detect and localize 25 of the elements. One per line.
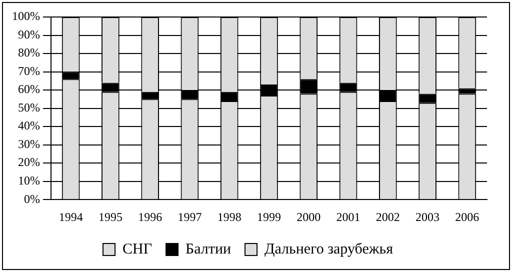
y-tick-label: 0% bbox=[24, 192, 40, 206]
x-tick-label: 1995 bbox=[98, 210, 122, 224]
legend-label: СНГ bbox=[122, 241, 152, 258]
y-tick-label: 100% bbox=[12, 9, 40, 24]
x-tick-label: 2000 bbox=[296, 210, 321, 224]
legend-label: Дальнего зарубежья bbox=[264, 241, 394, 258]
x-tick-label: 2003 bbox=[416, 210, 440, 224]
y-tick-label: 80% bbox=[18, 46, 40, 60]
x-tick-label: 1996 bbox=[138, 210, 162, 224]
x-tick-label: 2001 bbox=[336, 210, 360, 224]
legend-label: Балтии bbox=[186, 241, 232, 258]
y-tick-label: 20% bbox=[18, 155, 40, 170]
y-tick-label: 50% bbox=[18, 100, 40, 114]
y-tick-label: 30% bbox=[18, 136, 40, 151]
x-tick-label: 1999 bbox=[257, 210, 281, 224]
x-tick-label: 1998 bbox=[217, 210, 242, 224]
y-tick-label: 60% bbox=[18, 82, 40, 96]
y-tick-label: 40% bbox=[18, 118, 40, 133]
y-tick-label: 10% bbox=[18, 173, 40, 188]
x-tick-label: 1997 bbox=[178, 210, 202, 224]
x-tick-label: 2006 bbox=[455, 210, 480, 224]
x-tick-label: 2002 bbox=[376, 210, 400, 224]
y-tick-label: 70% bbox=[18, 64, 40, 78]
y-tick-label: 90% bbox=[18, 27, 40, 42]
x-tick-label: 1994 bbox=[58, 210, 83, 224]
